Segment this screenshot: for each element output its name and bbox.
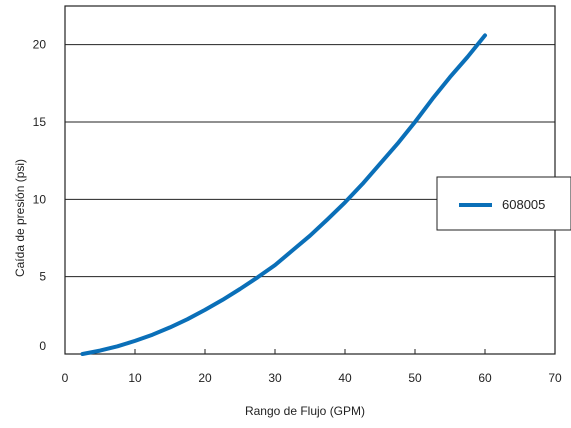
legend-label-608005: 608005 xyxy=(502,197,545,212)
y-tick-label-20: 20 xyxy=(33,38,47,52)
x-axis-ticks: 0 10 20 30 40 50 60 70 xyxy=(62,349,562,385)
y-tick-label-5: 5 xyxy=(39,270,46,284)
y-tick-label-10: 10 xyxy=(33,192,47,206)
x-tick-label-20: 20 xyxy=(198,371,212,385)
series-line-608005 xyxy=(80,33,487,356)
x-tick-label-30: 30 xyxy=(268,371,282,385)
x-tick-label-50: 50 xyxy=(408,371,422,385)
y-tick-label-15: 15 xyxy=(33,115,47,129)
x-tick-label-40: 40 xyxy=(338,371,352,385)
y-axis-ticks: 0 5 10 15 20 xyxy=(33,38,47,353)
y-tick-label-0: 0 xyxy=(39,339,46,353)
x-tick-label-70: 70 xyxy=(548,371,562,385)
legend: 608005 xyxy=(436,176,571,231)
series-layer xyxy=(80,33,487,356)
x-tick-label-60: 60 xyxy=(478,371,492,385)
x-axis-title: Rango de Flujo (GPM) xyxy=(245,404,365,418)
y-axis-title: Caída de presión (psi) xyxy=(13,159,27,277)
x-tick-label-10: 10 xyxy=(128,371,142,385)
x-tick-label-0: 0 xyxy=(62,371,69,385)
